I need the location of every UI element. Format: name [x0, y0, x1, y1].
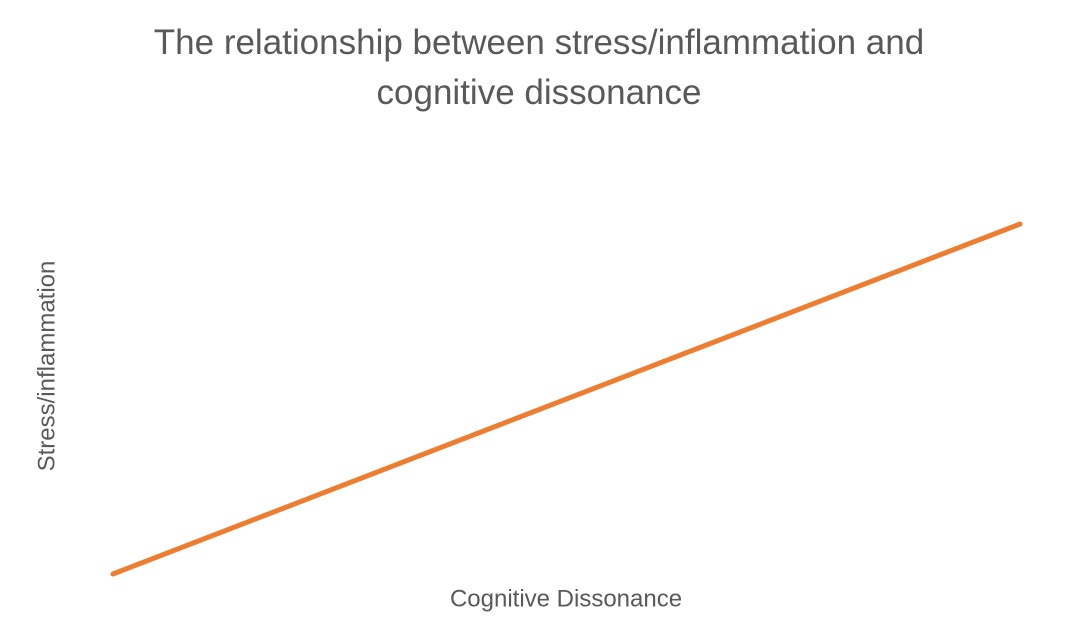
- x-axis-label: Cognitive Dissonance: [450, 585, 682, 612]
- y-axis-label: Stress/inflammation: [33, 261, 60, 472]
- data-line: [110, 221, 1023, 577]
- chart-title: The relationship between stress/inflamma…: [153, 23, 925, 112]
